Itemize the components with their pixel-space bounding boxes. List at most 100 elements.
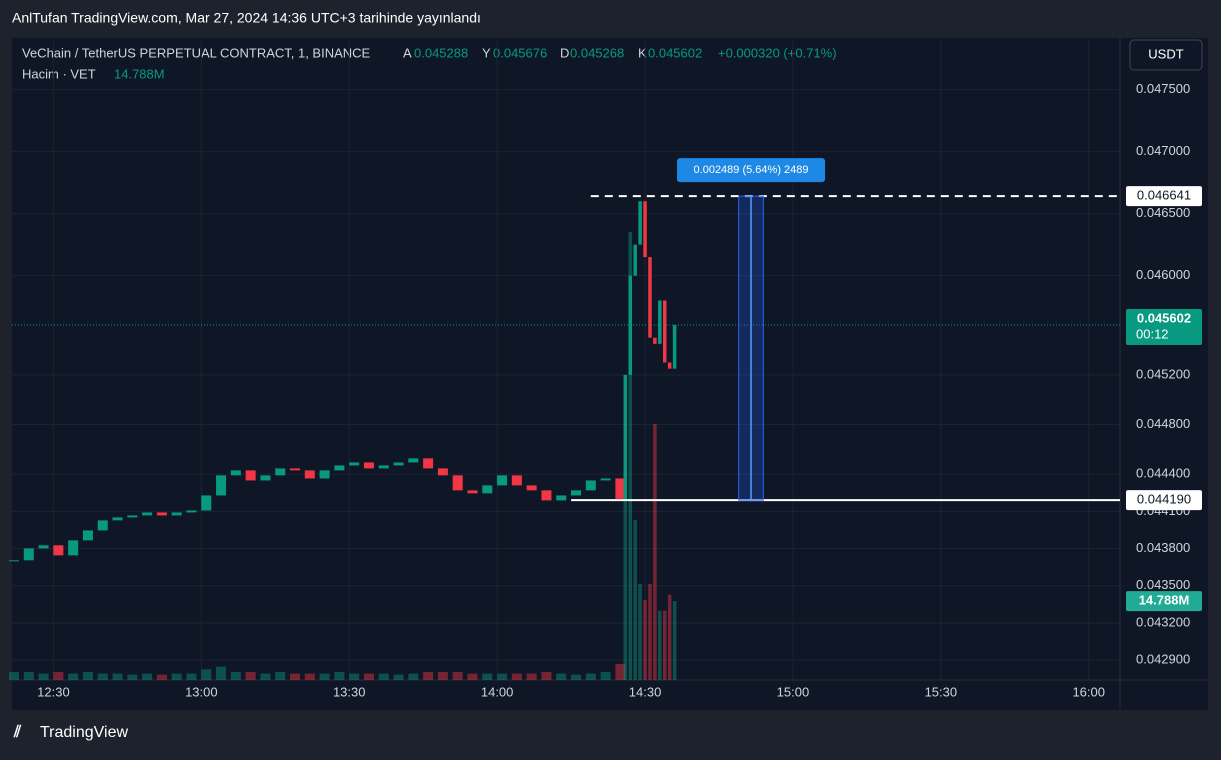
volume-bar (667, 594, 672, 680)
y-tick-label: 0.046500 (1136, 205, 1190, 220)
candle (349, 462, 360, 466)
ohlc-label: D (560, 45, 569, 60)
candle (638, 201, 642, 245)
volume-bar (633, 520, 637, 680)
candle (304, 470, 315, 479)
candle (526, 485, 537, 491)
volume-bar (615, 664, 626, 680)
volume-bar (349, 673, 360, 680)
ohlc-value: 0.045602 (648, 45, 702, 60)
volume-bar (378, 673, 389, 680)
volume-bar (97, 673, 108, 680)
volume-bar (653, 424, 657, 680)
volume-bar (638, 584, 642, 680)
x-tick-label: 16:00 (1072, 684, 1105, 699)
volume-bar (541, 672, 552, 680)
volume-bar (363, 673, 374, 680)
ohlc-value: 0.045288 (414, 45, 468, 60)
volume-bar (648, 584, 652, 680)
volume-bar (38, 673, 49, 680)
last-price-tag (1126, 309, 1202, 346)
candle (667, 362, 672, 369)
candle (82, 530, 93, 541)
volume-bar (290, 673, 301, 680)
candle (334, 465, 345, 471)
y-tick-label: 0.042900 (1136, 652, 1190, 667)
x-tick-label: 13:00 (185, 684, 218, 699)
footer-brand: TradingView (40, 724, 128, 741)
candle (615, 478, 626, 499)
volume-bar (186, 673, 197, 680)
y-tick-label: 0.044800 (1136, 416, 1190, 431)
x-tick-label: 13:30 (333, 684, 366, 699)
volume-bar (482, 673, 493, 680)
candle (53, 545, 64, 556)
ohlc-label: K (638, 45, 647, 60)
candle (230, 470, 241, 476)
candle (633, 244, 637, 276)
volume-bar (556, 673, 567, 680)
ohlc-label: Y (482, 45, 491, 60)
currency-button[interactable] (1129, 39, 1203, 71)
candle (648, 257, 652, 338)
candle (275, 468, 286, 476)
candle (260, 475, 271, 481)
y-tick-label: 0.043800 (1136, 540, 1190, 555)
price-tag-label: 0.044190 (1137, 492, 1191, 507)
volume-bar (127, 674, 138, 680)
chart-panel (12, 38, 1208, 710)
volume-bar (585, 673, 596, 680)
volume-bar (53, 672, 64, 680)
ohlc-label: A (403, 45, 412, 60)
currency[interactable]: USDT (1148, 46, 1183, 61)
change: +0.000320 (+0.71%) (718, 45, 837, 60)
volume-bar (156, 674, 167, 680)
candle (245, 470, 256, 481)
volume-bar (245, 672, 256, 680)
volume-bar (600, 672, 611, 680)
candle (186, 510, 197, 513)
volume-bar (23, 672, 34, 680)
volume-bar (672, 601, 677, 680)
candle (571, 490, 582, 496)
candle (452, 475, 463, 491)
countdown: 00:12 (1136, 326, 1169, 341)
volume-bar (423, 672, 434, 680)
candle (541, 490, 552, 501)
price-tag (1126, 186, 1202, 207)
volume-bar (230, 672, 241, 680)
y-tick-label: 0.045200 (1136, 366, 1190, 381)
header-title: AnlTufan TradingView.com, Mar 27, 2024 1… (12, 10, 481, 26)
volume-bar (82, 672, 93, 680)
candle (653, 337, 657, 344)
volume-bar (171, 673, 182, 680)
candle (23, 548, 34, 561)
y-tick-label: 0.047000 (1136, 143, 1190, 158)
volume-value: 14.788M (114, 66, 165, 81)
volume-bar (334, 672, 345, 680)
volume-bar (142, 673, 153, 680)
candle (556, 495, 567, 501)
volume-bar (658, 610, 662, 680)
volume-bar (571, 674, 582, 680)
candle (378, 465, 389, 469)
volume-tag (1126, 591, 1202, 612)
volume-bar (304, 673, 315, 680)
logo: ⫽ (13, 724, 22, 741)
x-tick-label: 15:00 (777, 684, 810, 699)
volume-bar (643, 600, 647, 680)
volume-bar (319, 673, 330, 680)
y-tick-label: 0.046000 (1136, 267, 1190, 282)
volume-bar (112, 673, 123, 680)
candle (68, 540, 79, 556)
candle (142, 512, 153, 516)
candle (643, 201, 647, 258)
volume-bar (216, 666, 227, 680)
candle (423, 458, 434, 469)
volume-tag-label: 14.788M (1139, 593, 1190, 608)
measure-box (677, 158, 826, 183)
volume-bar (275, 672, 286, 680)
measure-label: 0.002489 (5.64%) 2489 (694, 164, 809, 176)
candle (156, 512, 167, 516)
